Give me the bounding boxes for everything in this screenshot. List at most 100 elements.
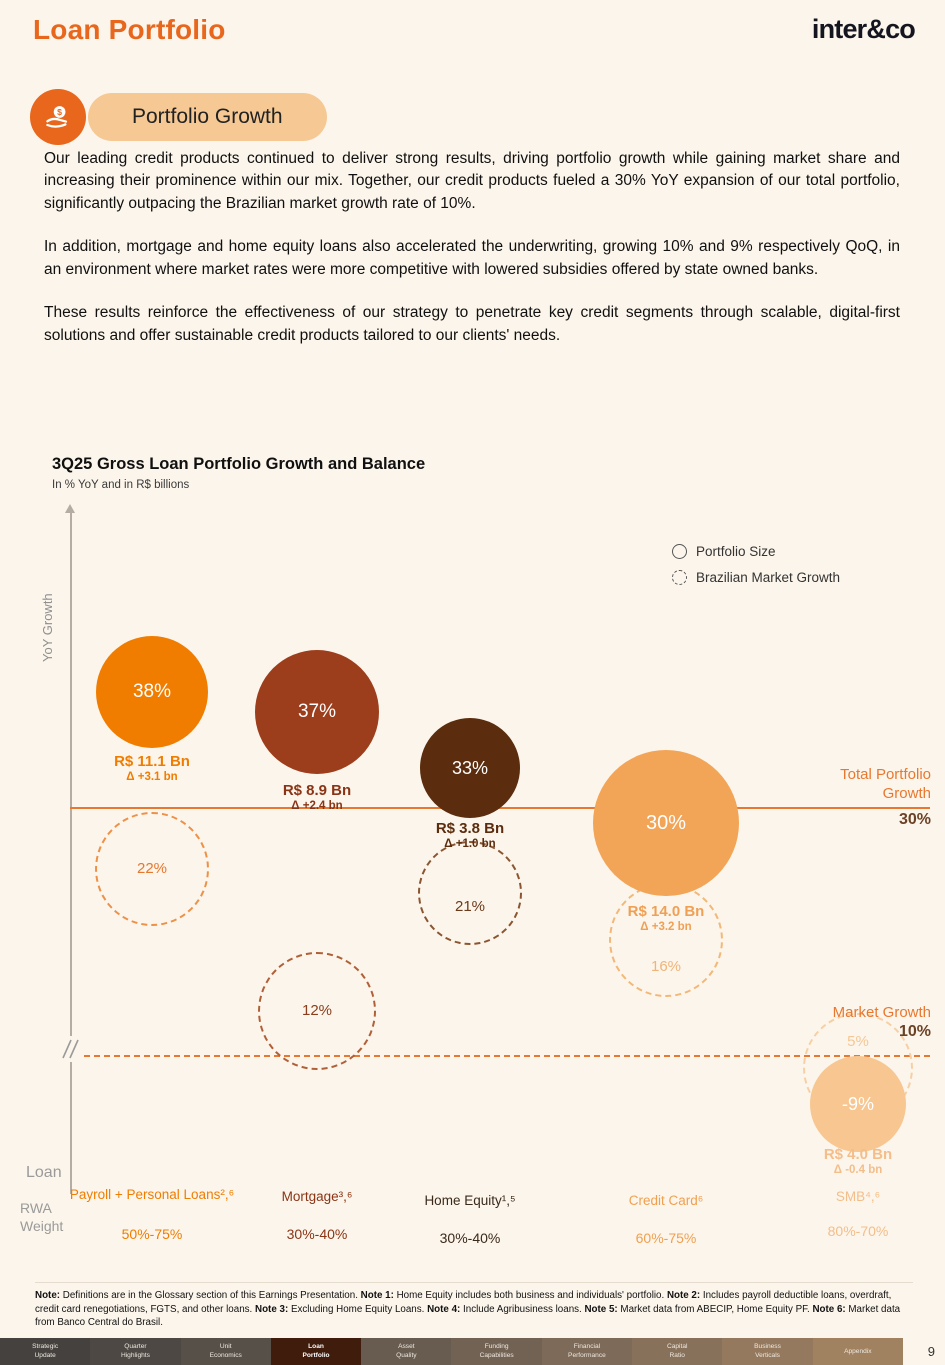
portfolio-bubble: 30% <box>593 750 739 896</box>
nav-tab-unit-economics[interactable]: Unit Economics <box>180 1338 271 1365</box>
balance-value: R$ 14.0 Bn <box>627 903 705 920</box>
nav-tab-funding-capabilities[interactable]: Funding Capabilities <box>451 1338 542 1365</box>
total-portfolio-growth-label: Total Portfolio Growth <box>840 766 931 802</box>
nav-tab-label: Highlights <box>120 1352 150 1359</box>
balance-label: R$ 8.9 Bn Δ +2.4 bn <box>227 782 407 812</box>
nav-tab-label: Asset <box>398 1343 415 1351</box>
rwa-weight-value: 80%-70% <box>827 1223 889 1239</box>
nav-tab-label: Performance <box>568 1352 606 1359</box>
nav-tab-label: Capabilities <box>479 1352 514 1359</box>
portfolio-growth-pct: 38% <box>132 681 172 702</box>
legend-label: Portfolio Size <box>696 544 776 559</box>
y-axis <box>70 512 72 1194</box>
nav-tab-label: Ratio <box>669 1352 685 1359</box>
nav-tab-label: Economics <box>209 1352 242 1359</box>
interco-logo: inter&co <box>811 14 916 44</box>
axis-title-rwa-weight: RWA Weight <box>20 1200 64 1234</box>
nav-tab-label: Portfolio <box>302 1352 330 1359</box>
portfolio-bubble: 38% <box>96 636 208 748</box>
market-growth-bubble <box>258 952 376 1070</box>
market-growth-bubble <box>418 841 522 945</box>
nav-tab-label: Appendix <box>844 1347 872 1355</box>
rwa-weight-value: 30%-40% <box>286 1226 348 1242</box>
page-title: Loan Portfolio <box>33 14 226 45</box>
nav-tab-label: Capital <box>666 1343 688 1351</box>
legend-label: Brazilian Market Growth <box>696 570 841 585</box>
nav-tab-label: Loan <box>308 1343 324 1351</box>
nav-tab-financial-performance[interactable]: Financial Performance <box>541 1338 633 1365</box>
dashed-circle-icon <box>672 570 687 585</box>
bottom-nav-tabs: Strategic Update Quarter Highlights Unit Econ… <box>0 1338 903 1365</box>
nav-tab-label: Quarter <box>124 1343 147 1351</box>
body-text: Our leading credit products continued to… <box>44 148 900 368</box>
nav-tab-label: Strategic <box>32 1343 59 1351</box>
nav-tab-loan-portfolio[interactable]: Loan Portfolio <box>270 1338 362 1365</box>
portfolio-growth-pct: 33% <box>451 757 489 778</box>
nav-tab-asset-quality[interactable]: Asset Quality <box>361 1338 452 1365</box>
total-portfolio-growth-value: 30% <box>898 811 931 828</box>
footnote: Note: Definitions are in the Glossary se… <box>35 1282 913 1330</box>
market-growth-pct: 5% <box>847 1033 869 1050</box>
nav-tab-quarter-highlights[interactable]: Quarter Highlights <box>90 1338 181 1365</box>
legend-item-market-growth: Brazilian Market Growth <box>672 570 840 585</box>
balance-delta: Δ +2.4 bn <box>291 800 343 812</box>
balance-label: R$ 3.8 Bn Δ +1.0 bn <box>380 820 560 850</box>
nav-tab-label: Funding <box>484 1343 509 1351</box>
footnote-text: Note: Definitions are in the Glossary se… <box>35 1290 901 1329</box>
balance-delta: Δ +3.1 bn <box>126 771 178 783</box>
nav-tab-label: Quality <box>396 1352 417 1359</box>
market-growth-label: Market Growth <box>832 1004 931 1021</box>
balance-value: R$ 11.1 Bn <box>114 753 190 770</box>
balance-value: R$ 4.0 Bn <box>823 1146 893 1163</box>
body-paragraph: Our leading credit products continued to… <box>44 150 900 212</box>
nav-tab-label: Financial <box>573 1343 601 1351</box>
nav-tab-label: Update <box>34 1352 56 1359</box>
category-axis-label: Mortgage³,⁶ <box>281 1189 353 1204</box>
rwa-weight-value: 60%-75% <box>635 1230 697 1246</box>
balance-value: R$ 3.8 Bn <box>435 820 505 837</box>
balance-delta: Δ -0.4 bn <box>833 1164 883 1176</box>
chart-title: 3Q25 Gross Loan Portfolio Growth and Bal… <box>52 455 426 473</box>
balance-delta: Δ +1.0 bn <box>444 838 496 850</box>
balance-label: R$ 11.1 Bn Δ +3.1 bn <box>62 753 242 783</box>
chart-subtitle: In % YoY and in R$ billions <box>52 479 190 491</box>
body-paragraph: These results reinforce the effectivenes… <box>44 304 900 344</box>
nav-tab-label: Business <box>754 1343 781 1351</box>
section-badge: $ Portfolio Growth <box>30 89 327 145</box>
legend-item-portfolio-size: Portfolio Size <box>672 544 840 559</box>
balance-delta: Δ +3.2 bn <box>640 921 692 933</box>
rwa-weight-value: 50%-75% <box>121 1226 183 1242</box>
portfolio-bubble: -9% <box>810 1056 906 1152</box>
nav-tab-label: Unit <box>219 1343 232 1351</box>
page-number: 9 <box>927 1344 935 1359</box>
market-growth-bubble <box>95 812 209 926</box>
category-axis-label: Credit Card⁶ <box>628 1193 704 1208</box>
balance-label: R$ 4.0 Bn Δ -0.4 bn <box>768 1146 945 1176</box>
solid-circle-icon <box>672 544 687 559</box>
section-badge-label: Portfolio Growth <box>88 93 327 141</box>
body-paragraph: In addition, mortgage and home equity lo… <box>44 238 900 278</box>
axis-title-loan: Loan <box>26 1164 62 1181</box>
market-growth-pct: 16% <box>650 958 682 975</box>
svg-text:$: $ <box>57 107 62 117</box>
rwa-weight-value: 30%-40% <box>439 1230 501 1246</box>
portfolio-growth-pct: -9% <box>841 1093 874 1114</box>
y-axis-title: YoY Growth <box>40 593 55 662</box>
header: Loan Portfolio inter&co <box>33 14 916 46</box>
nav-tab-business-verticals[interactable]: Business Verticals <box>722 1338 813 1365</box>
nav-tab-label: Verticals <box>755 1352 780 1359</box>
balance-label: R$ 14.0 Bn Δ +3.2 bn <box>576 903 756 933</box>
market-growth-pct: 21% <box>454 898 486 915</box>
portfolio-growth-pct: 30% <box>645 811 687 834</box>
category-axis-label: SMB⁴,⁶ <box>835 1189 881 1204</box>
market-growth-pct: 12% <box>301 1002 333 1019</box>
hand-coin-icon: $ <box>30 89 86 145</box>
bubble-chart: 3Q25 Gross Loan Portfolio Growth and Bal… <box>0 448 945 1250</box>
nav-tab-capital-ratio[interactable]: Capital Ratio <box>632 1338 723 1365</box>
nav-tab-appendix[interactable]: Appendix <box>812 1338 903 1365</box>
category-axis-label: Payroll + Personal Loans²,⁶ <box>69 1187 235 1202</box>
market-growth-value: 10% <box>898 1023 931 1040</box>
balance-value: R$ 8.9 Bn <box>282 782 352 799</box>
nav-tab-strategic-update[interactable]: Strategic Update <box>0 1338 91 1365</box>
